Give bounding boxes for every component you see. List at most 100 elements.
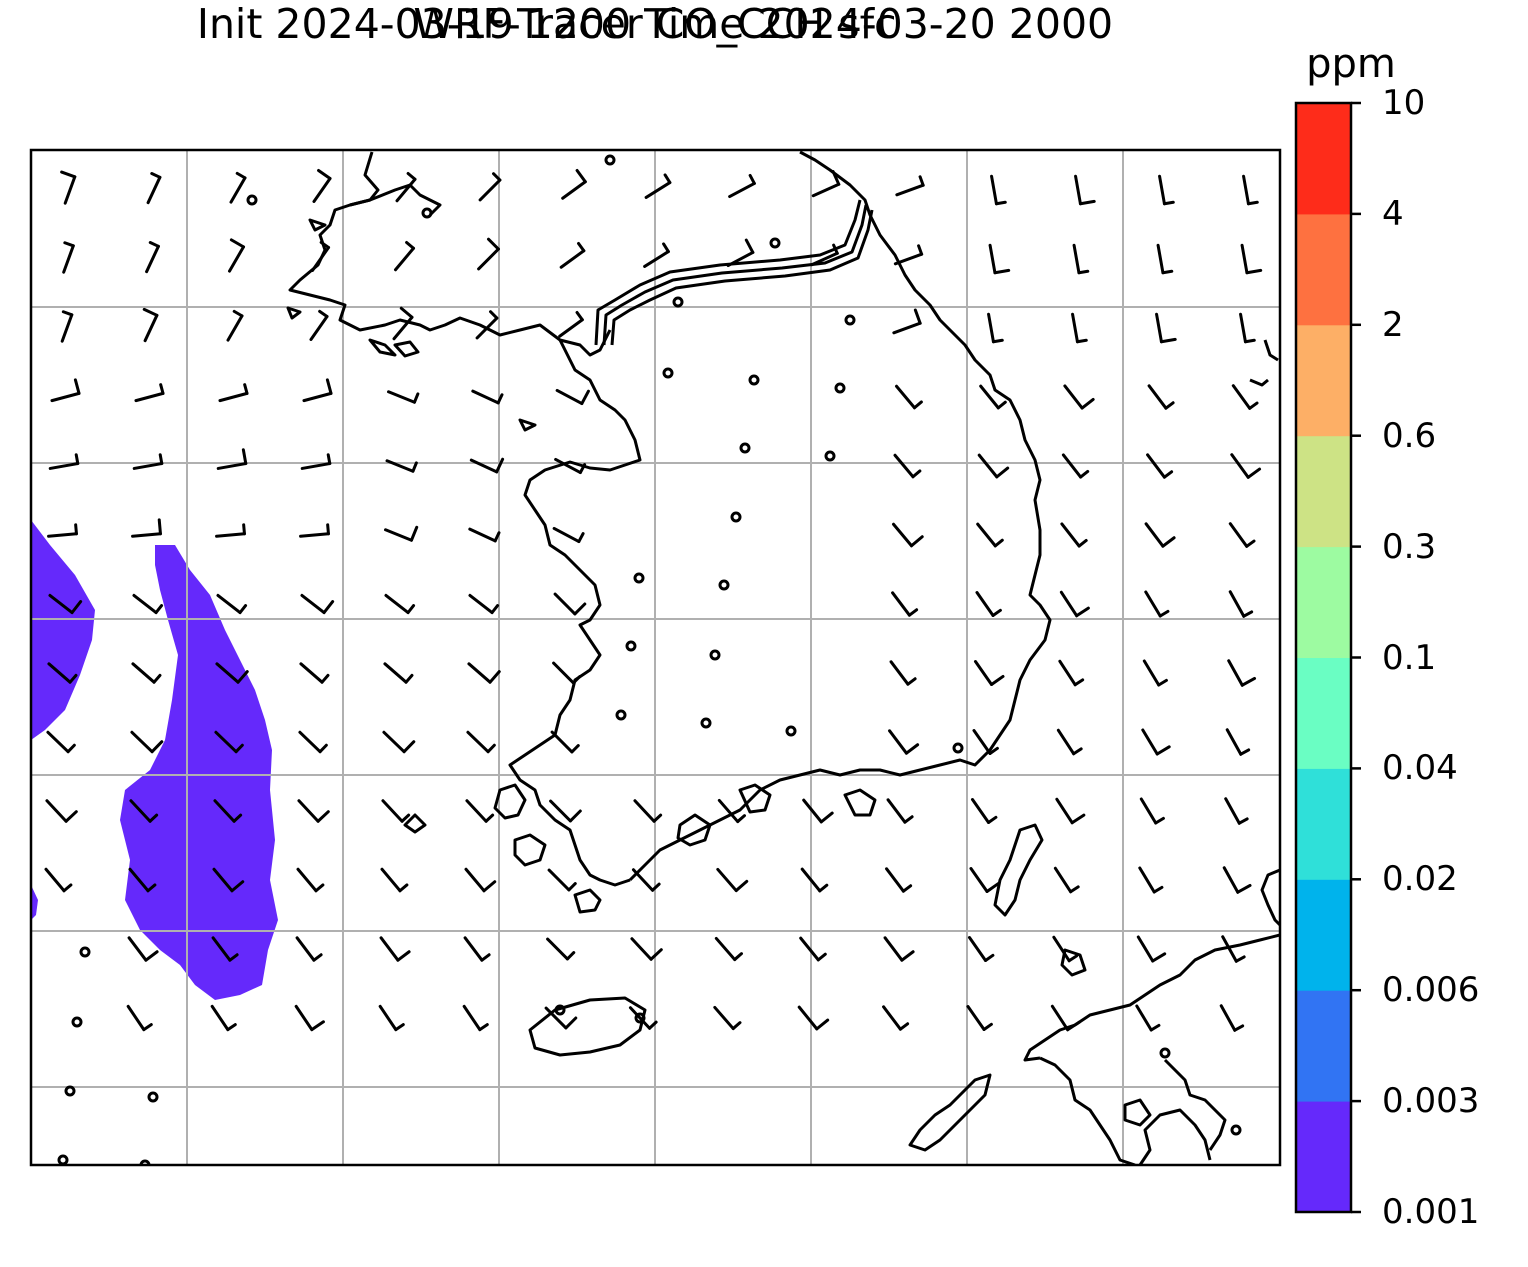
wind-barb-flag: [819, 811, 834, 824]
wind-barb-shaft: [550, 730, 574, 754]
wind-barb-flag: [229, 238, 245, 249]
wind-barb-flag: [1157, 678, 1168, 687]
wind-barb-flag: [564, 1016, 578, 1030]
wind-barb-shaft: [1146, 453, 1166, 479]
wind-barb-shaft: [802, 798, 823, 824]
wind-barb-shaft: [215, 662, 240, 684]
wind-barb-flag: [1236, 883, 1252, 894]
wind-barb-shaft: [643, 250, 670, 268]
wind-barb-flag: [1162, 200, 1175, 206]
wind-barb-shaft: [558, 318, 584, 338]
wind-barb-shaft: [48, 593, 74, 615]
wind-barb-flag: [993, 268, 1011, 275]
wind-barb-flag: [898, 1022, 910, 1031]
calm-circle: [79, 946, 91, 958]
wind-barb-flag: [987, 815, 998, 824]
colorbar-tick-label: 0.1: [1382, 637, 1437, 678]
wind-barb-shaft: [1135, 1004, 1153, 1032]
wind-barb-shaft: [990, 174, 998, 206]
wind-barb-flag: [316, 810, 330, 823]
wind-barb-shaft: [48, 462, 80, 470]
wind-barb-shaft: [714, 936, 737, 962]
wind-barb-flag: [320, 673, 330, 684]
wind-barb-flag: [995, 466, 1010, 479]
wind-barb-shaft: [1060, 522, 1081, 548]
wind-barb-shaft: [728, 181, 756, 199]
wind-barb-flag: [404, 673, 414, 684]
coastline-japan-right-2: [1249, 378, 1269, 387]
wind-barb-flag: [744, 238, 755, 254]
wind-barb-flag: [1233, 1024, 1245, 1032]
wind-barb-flag: [409, 525, 419, 542]
wind-barb-shaft: [893, 453, 915, 479]
coastline-islands-8: [1123, 1098, 1152, 1127]
wind-barb-shaft: [554, 457, 582, 475]
wind-barb-shaft: [463, 936, 484, 962]
wind-barb-flag: [319, 240, 331, 250]
wind-barb-shaft: [717, 798, 740, 824]
wind-barb-flag: [909, 535, 924, 548]
coastline-islands-13: [308, 218, 327, 232]
wind-barb-flag: [241, 448, 248, 466]
wind-barb-flag: [1151, 952, 1167, 963]
wind-barb-flag: [994, 200, 1007, 206]
calm-circle: [662, 367, 674, 379]
calm-circle: [700, 717, 712, 729]
wind-barb-shaft: [47, 532, 78, 538]
coastline-islands-10: [518, 418, 537, 432]
calm-circle: [64, 1085, 76, 1097]
wind-barb-shaft: [384, 528, 413, 542]
wind-barb-shaft: [1061, 453, 1083, 479]
wind-barb-shaft: [559, 249, 586, 269]
wind-barb-shaft: [132, 462, 164, 470]
wind-barb-shaft: [214, 730, 238, 754]
wind-barb-shaft: [1219, 1004, 1237, 1032]
wind-barb-shaft: [309, 315, 329, 341]
wind-barb-flag: [901, 884, 913, 893]
wind-barb-flag: [918, 175, 925, 187]
wind-barb-shaft: [1059, 590, 1079, 618]
wind-barb-flag: [482, 880, 497, 893]
wind-barb-shaft: [467, 662, 492, 684]
wind-barb-shaft: [883, 936, 904, 962]
wind-barb-shaft: [299, 662, 324, 684]
wind-barb-shaft: [892, 522, 913, 548]
calm-circle: [71, 1016, 83, 1028]
wind-barb-flag: [1243, 338, 1256, 344]
wind-barb-shaft: [893, 252, 924, 266]
wind-barb-shaft: [468, 593, 494, 615]
wind-barb-flag: [903, 815, 914, 824]
wind-barb-flag: [242, 523, 246, 536]
wind-barb-shaft: [969, 867, 989, 893]
wind-barb-flag: [326, 523, 330, 536]
wind-barb-shaft: [882, 1005, 902, 1031]
wind-barb-shaft: [1228, 522, 1249, 548]
wind-barb-shaft: [465, 799, 488, 823]
wind-barb-shaft: [1072, 243, 1081, 275]
wind-barb-shaft: [387, 390, 416, 404]
wind-barb-shaft: [477, 247, 500, 271]
calm-circle: [421, 207, 433, 219]
wind-barb-flag: [917, 244, 924, 256]
wind-barb-flag: [73, 378, 81, 395]
wind-barb-shaft: [216, 462, 248, 470]
coastline-tsushima: [993, 823, 1044, 917]
wind-barb-shaft: [1144, 522, 1165, 548]
wind-barb-flag: [406, 604, 416, 615]
calm-circle: [634, 1012, 646, 1024]
wind-barb-shaft: [970, 798, 991, 824]
wind-barb-shaft: [967, 936, 988, 962]
colorbar-band: [1296, 1101, 1351, 1213]
wind-barb-shaft: [379, 936, 400, 962]
wind-barb-flag: [662, 242, 670, 254]
wind-barb-shaft: [891, 591, 911, 617]
wind-barb-shaft: [1144, 590, 1162, 618]
wind-barb-flag: [411, 461, 418, 473]
wind-barb-shaft: [1230, 453, 1250, 479]
wind-barb-flag: [490, 604, 500, 615]
wind-barb-shaft: [381, 799, 404, 823]
wind-barb-shaft: [300, 593, 326, 615]
wind-barb-shaft: [1142, 659, 1161, 687]
wind-barb-flag: [1073, 678, 1085, 687]
wind-barb-flag: [157, 518, 162, 536]
